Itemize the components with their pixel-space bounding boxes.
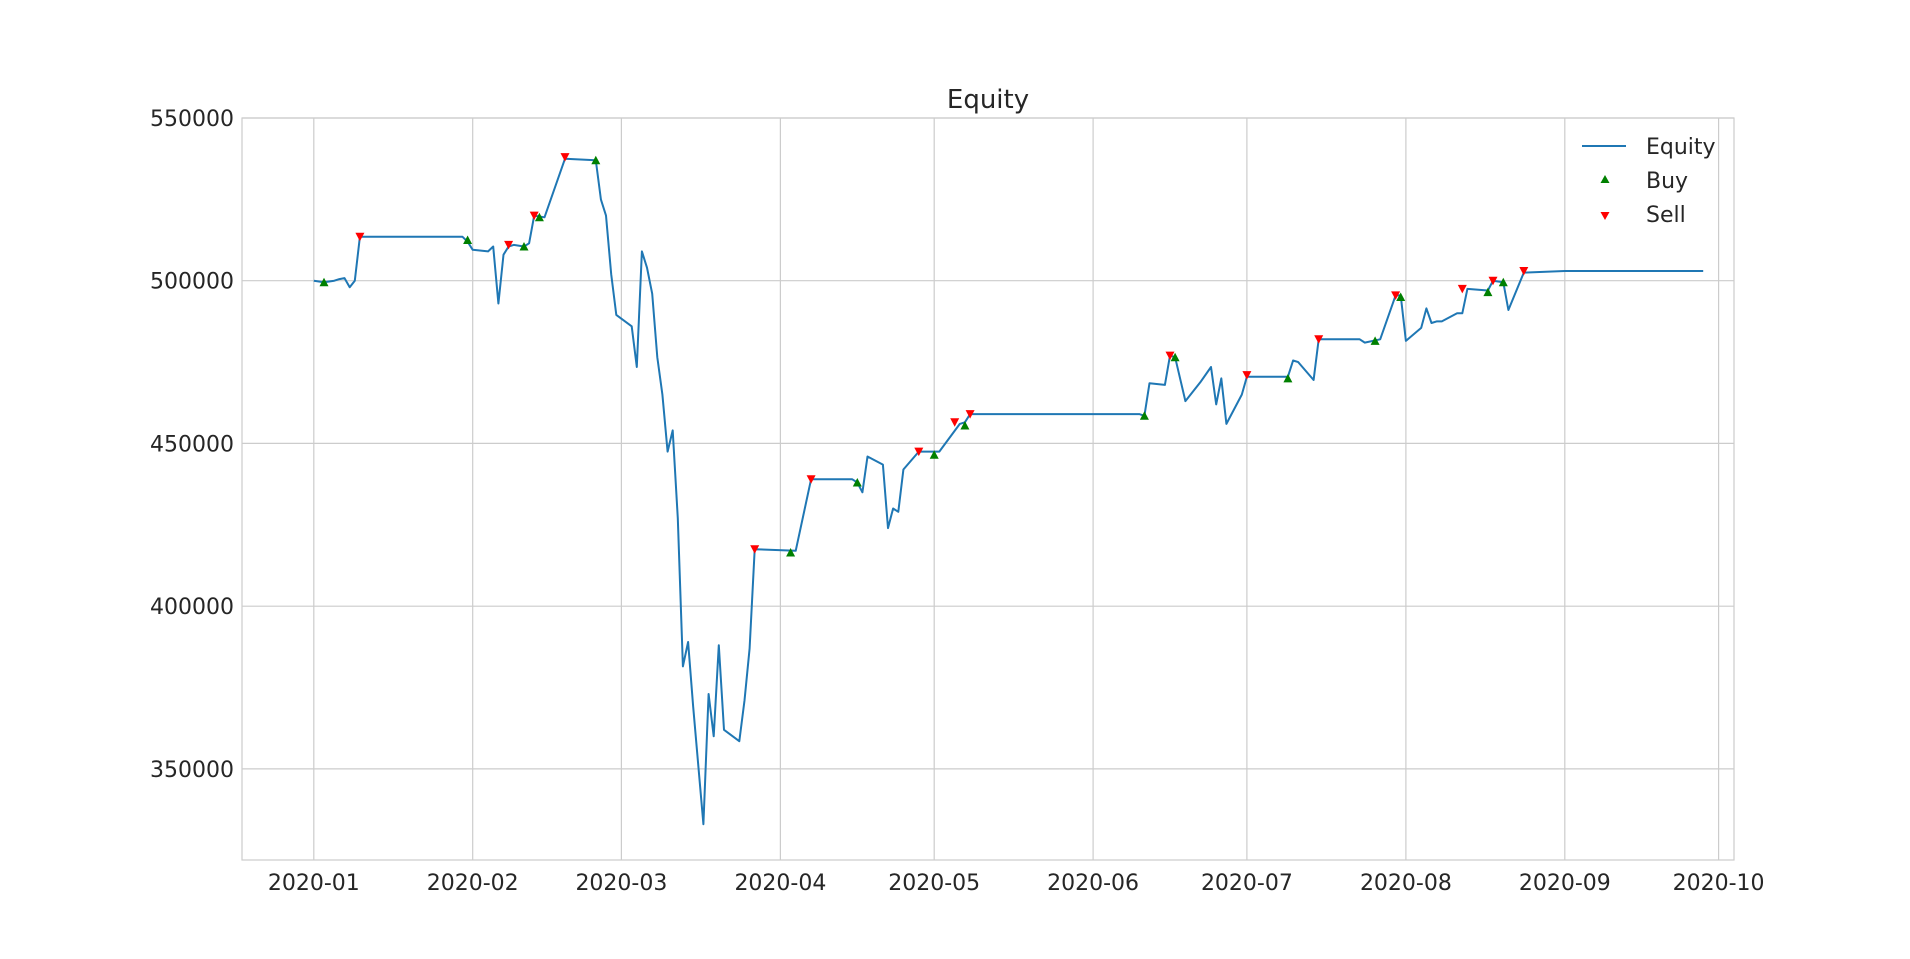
sell-marker xyxy=(1391,291,1401,300)
sell-marker xyxy=(950,418,960,427)
buy-marker xyxy=(1498,277,1508,287)
buy-marker xyxy=(929,450,939,459)
y-tick-label: 400000 xyxy=(150,595,234,620)
buy-marker xyxy=(534,212,544,222)
x-tick-label: 2020-02 xyxy=(427,871,519,896)
sell-marker xyxy=(1242,371,1252,380)
x-tick-label: 2020-03 xyxy=(575,871,667,896)
legend-buy-label: Buy xyxy=(1646,169,1688,194)
legend: Equity Buy Sell xyxy=(1582,135,1716,228)
buy-marker xyxy=(1139,411,1149,420)
series-layer xyxy=(313,153,1704,826)
buy-marker xyxy=(519,242,529,251)
buy-marker xyxy=(463,235,473,244)
x-tick-label: 2020-05 xyxy=(888,871,980,896)
x-tick-label: 2020-09 xyxy=(1519,871,1611,896)
x-tick-label: 2020-08 xyxy=(1360,871,1452,896)
sell-marker xyxy=(504,240,514,250)
buy-marker xyxy=(852,478,862,487)
buy-marker xyxy=(319,277,329,287)
x-tick-label: 2020-01 xyxy=(268,871,360,896)
legend-buy-marker xyxy=(1600,175,1610,183)
chart-title: Equity xyxy=(947,85,1029,115)
x-tick-label: 2020-04 xyxy=(734,871,826,896)
sell-marker xyxy=(965,410,975,419)
x-axis-ticks: 2020-01 2020-02 2020-03 2020-04 2020-05 2020-… xyxy=(268,871,1765,896)
y-tick-label: 450000 xyxy=(150,432,234,457)
buy-marker xyxy=(1483,287,1493,297)
legend-equity-label: Equity xyxy=(1646,135,1716,160)
y-tick-label: 350000 xyxy=(150,758,234,783)
sell-marker xyxy=(560,153,570,162)
sell-marker xyxy=(1314,335,1324,344)
buy-marker xyxy=(591,155,601,165)
x-tick-label: 2020-06 xyxy=(1047,871,1139,896)
sell-marker xyxy=(355,232,365,242)
sell-marker xyxy=(750,545,760,554)
buy-marker xyxy=(1170,352,1180,362)
buy-marker xyxy=(1396,292,1406,301)
sell-marker xyxy=(1519,267,1529,276)
sell-marker xyxy=(806,475,816,484)
sell-marker xyxy=(1165,351,1175,361)
sell-marker xyxy=(1457,284,1467,294)
buy-marker xyxy=(1370,336,1380,345)
y-tick-label: 550000 xyxy=(150,107,234,132)
buy-marker xyxy=(786,548,796,557)
x-tick-label: 2020-07 xyxy=(1201,871,1293,896)
buy-marker xyxy=(960,421,970,430)
y-axis-ticks: 350000 400000 450000 500000 550000 xyxy=(150,107,234,783)
sell-marker xyxy=(914,447,924,457)
legend-sell-marker xyxy=(1600,212,1610,220)
y-tick-label: 500000 xyxy=(150,270,234,295)
x-tick-label: 2020-10 xyxy=(1673,871,1765,896)
sell-marker xyxy=(529,211,539,221)
sell-marker xyxy=(1488,276,1498,286)
legend-sell-label: Sell xyxy=(1646,203,1686,228)
buy-marker xyxy=(1283,373,1293,383)
plot-frame xyxy=(241,117,1735,861)
